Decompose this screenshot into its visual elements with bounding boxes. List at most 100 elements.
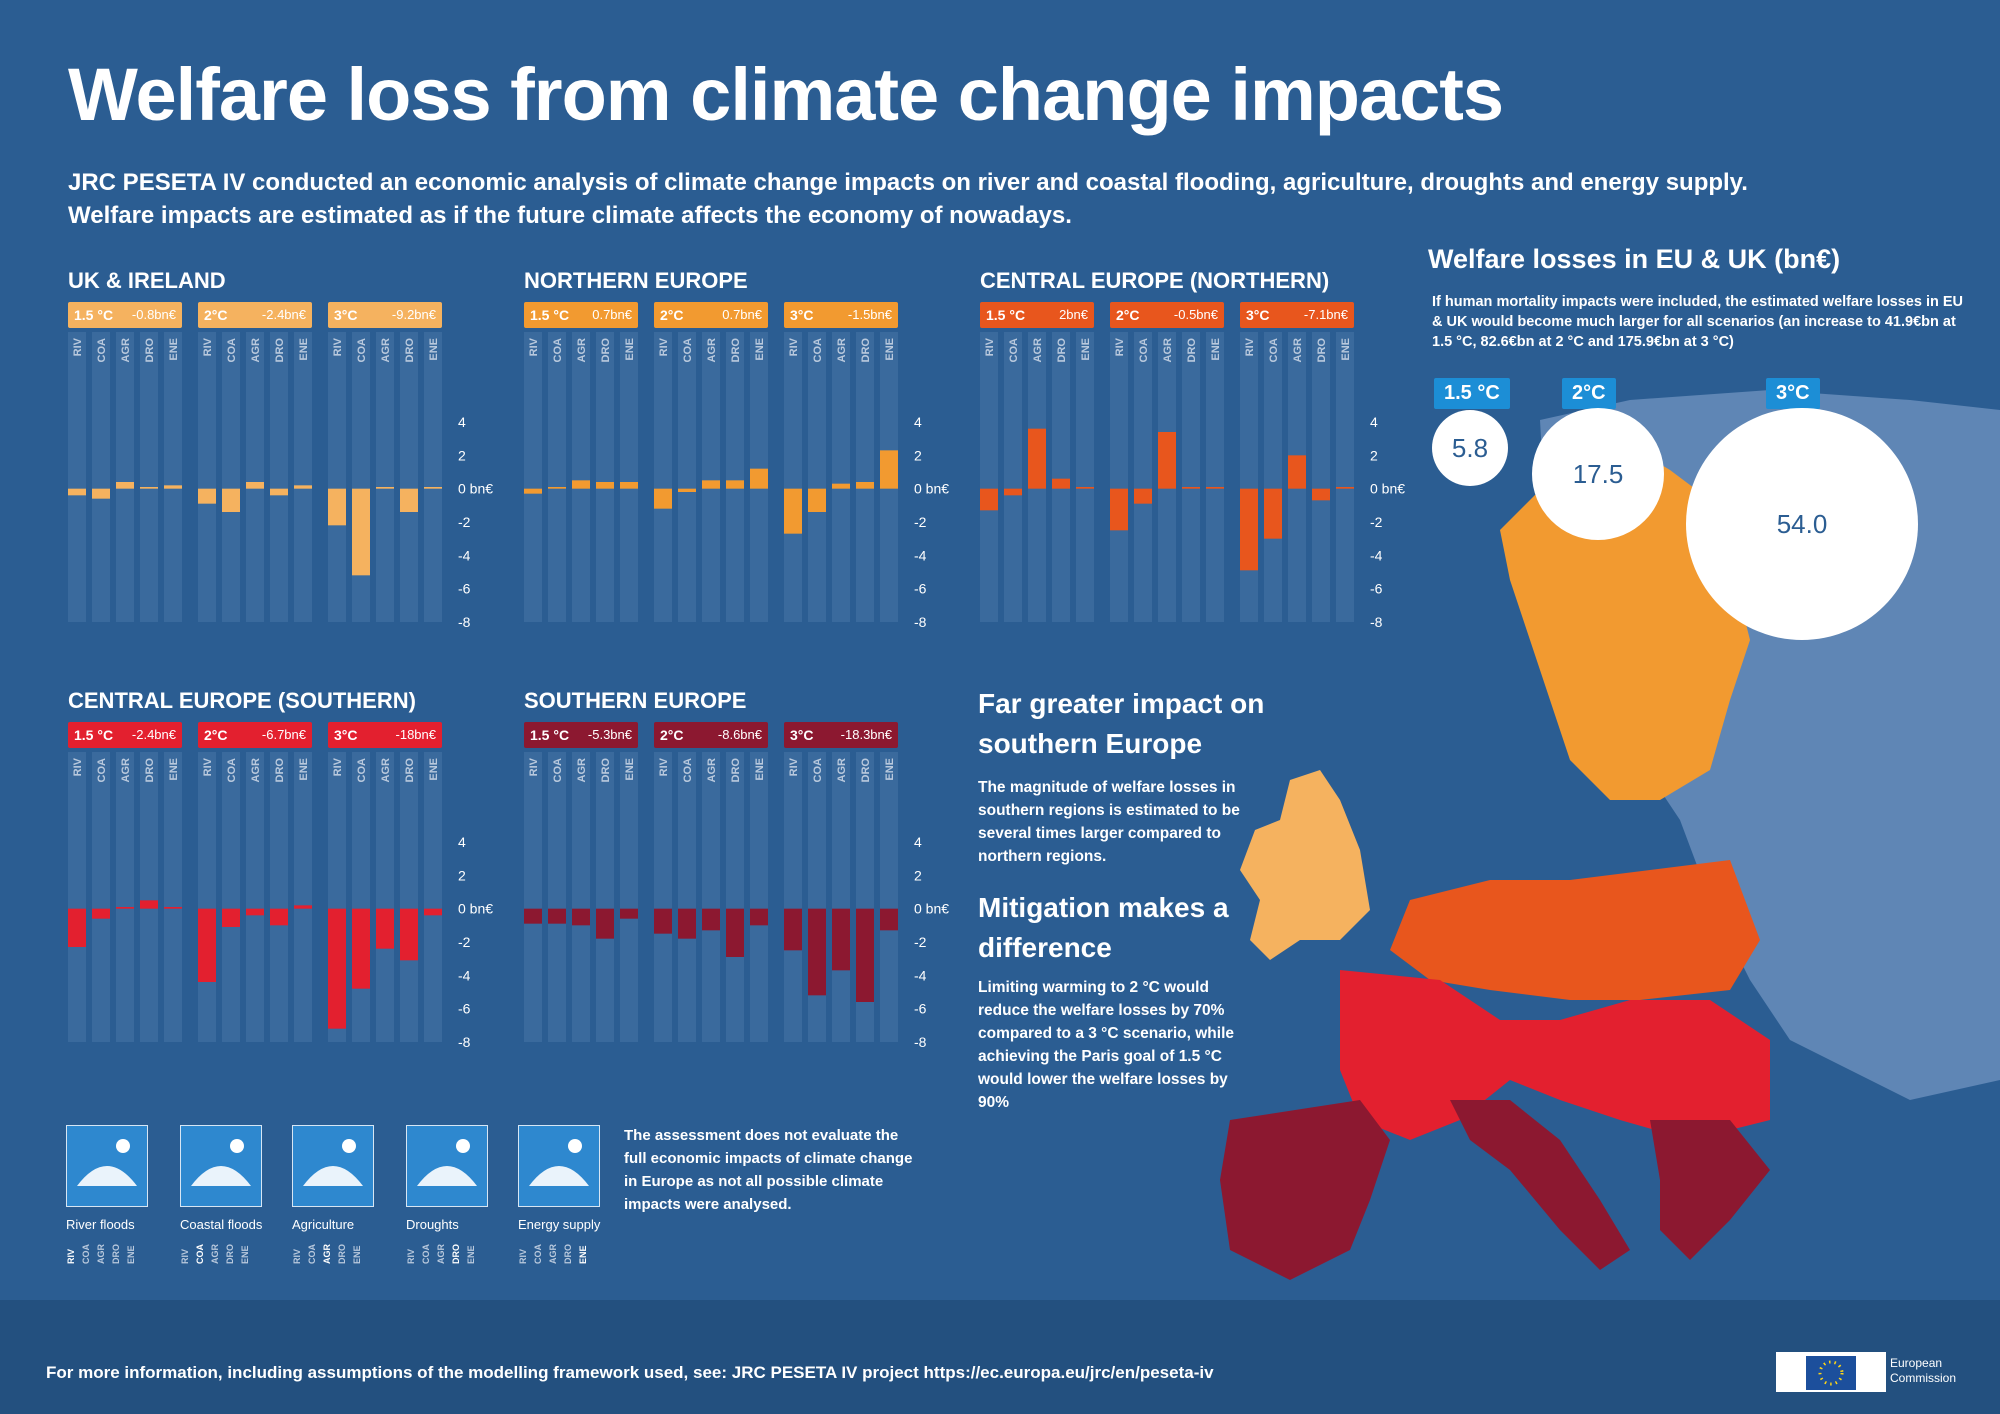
scenario-total: -18.3bn€ <box>840 727 892 742</box>
bar <box>596 482 614 489</box>
bar-column-bg <box>524 332 542 622</box>
bar-column-bg <box>808 332 826 622</box>
bar-column-bg <box>222 752 240 1042</box>
ec-brand-line2: Commission <box>1890 1371 1957 1385</box>
scenario-total: -2.4bn€ <box>261 307 306 322</box>
region-name: CENTRAL EUROPE (SOUTHERN) <box>68 688 416 713</box>
welfare-losses-desc: If human mortality impacts were included… <box>1432 294 1964 350</box>
y-tick-label: -4 <box>914 967 927 983</box>
bar <box>198 488 216 504</box>
y-tick-label: -4 <box>458 547 471 563</box>
scenario-label: 1.5 °C <box>530 307 570 323</box>
bar <box>1076 487 1094 489</box>
bar-column-bg <box>548 332 566 622</box>
category-label: ENE <box>298 338 310 361</box>
legend-code: ENE <box>126 1245 136 1264</box>
bar-column-bg <box>678 332 696 622</box>
bar-column-bg <box>808 752 826 1042</box>
mitigation-text: Limiting warming to 2 °C would reduce th… <box>978 979 1234 1111</box>
category-label: AGR <box>250 758 262 783</box>
category-label: DRO <box>600 758 612 783</box>
bar <box>1240 488 1258 571</box>
region-name: NORTHERN EUROPE <box>524 268 748 293</box>
bar-column-bg <box>400 332 418 622</box>
region-name: CENTRAL EUROPE (NORTHERN) <box>980 268 1330 293</box>
scenario-tag: 1.5 °C -0.8bn€ <box>68 302 182 328</box>
category-label: COA <box>552 338 564 363</box>
legend-code: AGR <box>210 1244 220 1264</box>
scenario-tag: 2°C -6.7bn€ <box>198 722 312 748</box>
bar <box>140 487 158 489</box>
y-tick-label: -2 <box>1370 514 1383 530</box>
category-label: ENE <box>428 338 440 361</box>
category-label: DRO <box>860 338 872 363</box>
category-label: RIV <box>202 757 214 776</box>
bar <box>620 908 638 919</box>
legend-code: ENE <box>352 1245 362 1264</box>
bar <box>880 908 898 931</box>
category-label: AGR <box>836 758 848 783</box>
region-name: UK & IRELAND <box>68 268 226 293</box>
scenario-label: 1.5 °C <box>74 727 114 743</box>
y-tick-label: -8 <box>1370 614 1383 630</box>
scenario-total: -18bn€ <box>395 727 436 742</box>
legend-code: AGR <box>96 1244 106 1264</box>
scenario-total: 0.7bn€ <box>592 307 632 322</box>
legend-item: River floods RIV COA AGR DRO ENE <box>66 1125 166 1264</box>
bar <box>620 482 638 489</box>
category-label: COA <box>96 758 108 783</box>
map-central-north <box>1390 860 1760 1000</box>
bar <box>678 908 696 939</box>
scenario-tag: 3°C -1.5bn€ <box>784 302 898 328</box>
bar-column-bg <box>376 332 394 622</box>
category-label: COA <box>226 758 238 783</box>
region-bar-chart: RIV COA AGR DRO ENE RIV COA AGR DRO ENE RIV COA AGR D… <box>524 332 949 630</box>
region-chart: UK & IRELAND 1.5 °C -0.8bn€ 2°C -2.4bn€ 3°C -9… <box>68 268 508 688</box>
category-label: DRO <box>860 758 872 783</box>
category-label: AGR <box>706 758 718 783</box>
bar <box>270 908 288 926</box>
scenario-tag: 3°C -18bn€ <box>328 722 442 748</box>
bar <box>856 482 874 489</box>
bar-column-bg <box>654 332 672 622</box>
bar <box>1158 432 1176 489</box>
bar <box>116 482 134 489</box>
bar-column-bg <box>270 752 288 1042</box>
scenario-total: -0.5bn€ <box>1173 307 1218 322</box>
map-uk-ireland <box>1240 770 1370 960</box>
bar-column-bg <box>92 752 110 1042</box>
category-label: COA <box>1268 338 1280 363</box>
category-label: RIV <box>788 757 800 776</box>
legend-code: RIV <box>518 1248 528 1264</box>
y-tick-label: 0 bn€ <box>914 901 949 917</box>
scenario-total: -5.3bn€ <box>587 727 632 742</box>
category-label: AGR <box>380 758 392 783</box>
category-label: COA <box>552 758 564 783</box>
y-tick-label: 0 bn€ <box>458 901 493 917</box>
category-label: AGR <box>706 338 718 363</box>
y-tick-label: -6 <box>458 581 471 597</box>
category-label: ENE <box>1080 338 1092 361</box>
ec-brand-line1: European <box>1890 1356 1943 1370</box>
bar-column-bg <box>1004 332 1022 622</box>
scenario-label: 2°C <box>660 307 684 323</box>
category-label: RIV <box>332 337 344 356</box>
bar <box>726 480 744 489</box>
bar-column-bg <box>524 752 542 1042</box>
y-tick-label: 2 <box>458 867 466 883</box>
category-label: ENE <box>1340 338 1352 361</box>
scenario-label: 2°C <box>204 727 228 743</box>
category-label: DRO <box>730 338 742 363</box>
bar <box>222 488 240 512</box>
bar <box>750 468 768 489</box>
bar-column-bg <box>140 332 158 622</box>
category-label: COA <box>1138 338 1150 363</box>
category-label: RIV <box>332 757 344 776</box>
bar-column-bg <box>424 332 442 622</box>
map-central-south <box>1340 970 1770 1140</box>
legend-code: AGR <box>548 1244 558 1264</box>
y-tick-label: -4 <box>914 547 927 563</box>
category-label: RIV <box>528 337 540 356</box>
category-label: ENE <box>1210 338 1222 361</box>
category-label: AGR <box>1032 338 1044 363</box>
